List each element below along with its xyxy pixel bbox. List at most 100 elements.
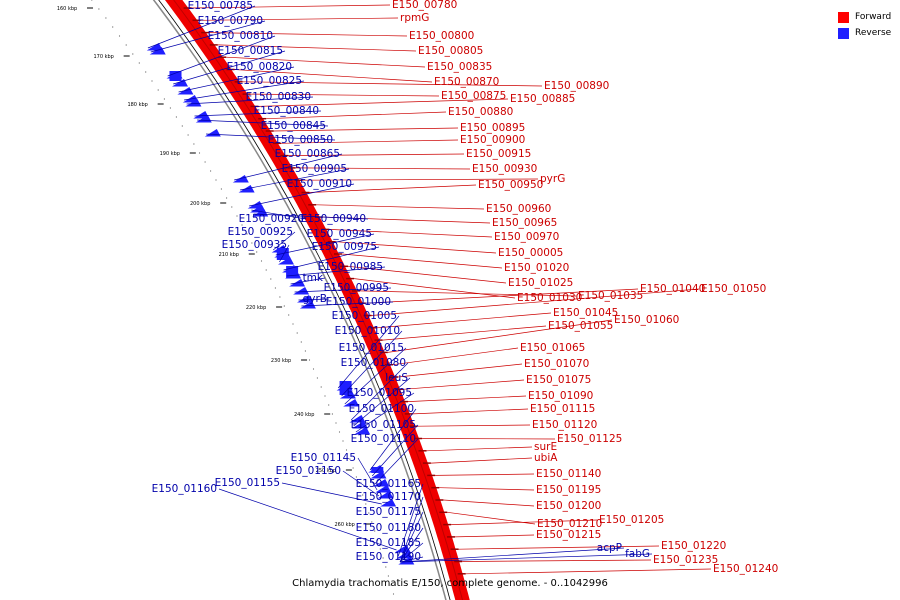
forward-connector	[365, 288, 639, 304]
ruler-dot	[365, 503, 367, 505]
forward-connector	[348, 265, 507, 284]
forward-gene-label: E150_01195	[536, 484, 601, 496]
forward-gene-label: E150_00960	[486, 203, 551, 215]
reverse-connector	[342, 470, 380, 497]
forward-connector	[398, 363, 523, 378]
forward-connector	[295, 167, 471, 170]
ruler-dot	[304, 350, 306, 352]
reverse-connector	[298, 298, 330, 301]
reverse-connector	[290, 277, 326, 285]
forward-connector	[387, 319, 613, 353]
forward-gene-label: E150_01070	[524, 358, 589, 370]
ruler-dot	[349, 458, 351, 460]
reverse-feature	[354, 427, 371, 435]
ruler-dot	[187, 134, 189, 136]
reverse-connector	[337, 315, 400, 389]
forward-connector	[462, 559, 652, 562]
reverse-connector	[194, 110, 322, 117]
forward-gene-label: E150_00870	[434, 76, 499, 88]
forward-connector	[200, 17, 399, 21]
reverse-gene-label: acpP	[597, 542, 622, 554]
reverse-connector	[400, 556, 424, 563]
genome-backbone	[152, 0, 470, 600]
forward-gene-label: E150_01055	[548, 320, 613, 332]
reverse-gene-label: E150_00920	[239, 213, 304, 225]
forward-connector	[382, 325, 547, 341]
forward-gene-label: E150_01065	[520, 342, 585, 354]
reverse-gene-label: E150_01110	[351, 433, 416, 445]
tick-label: 250 kbp	[316, 468, 336, 474]
forward-gene-label: E150_00835	[427, 61, 492, 73]
forward-connector	[191, 4, 391, 9]
forward-gene-label: E150_01120	[532, 419, 597, 431]
reverse-connector	[279, 244, 290, 263]
ruler-dot	[296, 332, 298, 334]
reverse-gene-label: fabG	[625, 548, 650, 560]
legend-reverse: Reverse	[838, 25, 891, 41]
reverse-connector	[355, 392, 415, 433]
legend-forward-label: Forward	[855, 12, 892, 22]
tick-label: 180 kbp	[127, 102, 147, 108]
reverse-gene-label: E150_00845	[261, 120, 326, 132]
reverse-gene-label: E150_01000	[326, 296, 391, 308]
reverse-connector	[167, 35, 276, 77]
ruler-dot	[283, 305, 285, 307]
ruler-dot	[231, 206, 233, 208]
forward-gene-label: rpmG	[400, 12, 429, 24]
forward-gene-label: ubiA	[534, 452, 558, 464]
forward-gene-label: E150_01215	[536, 529, 601, 541]
ruler-dot	[345, 449, 348, 451]
reverse-connector	[399, 542, 424, 563]
forward-strand-stripe	[173, 0, 464, 600]
ruler-dot	[260, 260, 263, 262]
reverse-gene-label: E150_00945	[307, 228, 372, 240]
forward-gene-label: E150_01125	[557, 433, 622, 445]
map-caption: Chlamydia trachomatis E/150, complete ge…	[292, 578, 608, 589]
forward-gene-label: E150_01220	[661, 540, 726, 552]
forward-gene-label: E150_00885	[510, 93, 575, 105]
forward-connector	[302, 178, 539, 181]
forward-connector	[250, 93, 440, 97]
forward-connector	[273, 127, 459, 132]
reverse-gene-label: E150_01145	[291, 452, 356, 464]
ruler-dot	[292, 323, 294, 325]
forward-connector	[451, 519, 598, 525]
reverse-gene-label: E150_00810	[208, 30, 273, 42]
ruler-dot	[204, 161, 206, 163]
ruler-dot	[105, 17, 107, 19]
forward-connector	[439, 487, 535, 491]
ruler-dot	[125, 44, 127, 46]
forward-gene-label: E150_01045	[553, 307, 618, 319]
forward-gene-label: E150_01025	[508, 277, 573, 289]
reverse-gene-label: E150_01105	[351, 419, 416, 431]
reverse-connector	[253, 213, 369, 220]
reverse-connector	[350, 362, 409, 421]
forward-gene-label: E150_01060	[614, 314, 679, 326]
reverse-connector	[249, 183, 355, 207]
tick-label: 170 kbp	[93, 54, 113, 60]
tick-label: 200 kbp	[190, 201, 210, 207]
reverse-connector	[150, 20, 266, 53]
ruler-dot	[312, 368, 315, 370]
reverse-gene-label: E150_00840	[254, 105, 319, 117]
reverse-connector	[344, 347, 407, 405]
ruler-dot	[352, 467, 354, 469]
reverse-gene-label: E150_01165	[356, 478, 421, 490]
reverse-connector	[400, 547, 625, 563]
ruler-dot	[274, 287, 276, 289]
reverse-connector	[301, 301, 394, 307]
tick-label: 210 kbp	[219, 252, 239, 258]
ruler-dot	[371, 521, 373, 523]
reverse-gene-label: tmk	[303, 272, 324, 284]
ruler-dot	[374, 530, 376, 532]
reverse-feature	[185, 99, 202, 107]
reverse-gene-label: E150_00850	[268, 134, 333, 146]
forward-connector	[447, 511, 536, 525]
backbone-line	[158, 0, 451, 600]
forward-gene-label: E150_00005	[498, 247, 563, 259]
reverse-connector	[399, 527, 424, 563]
reverse-connector	[369, 408, 417, 471]
ruler-dot	[145, 71, 147, 73]
ruler-dot	[359, 485, 361, 487]
